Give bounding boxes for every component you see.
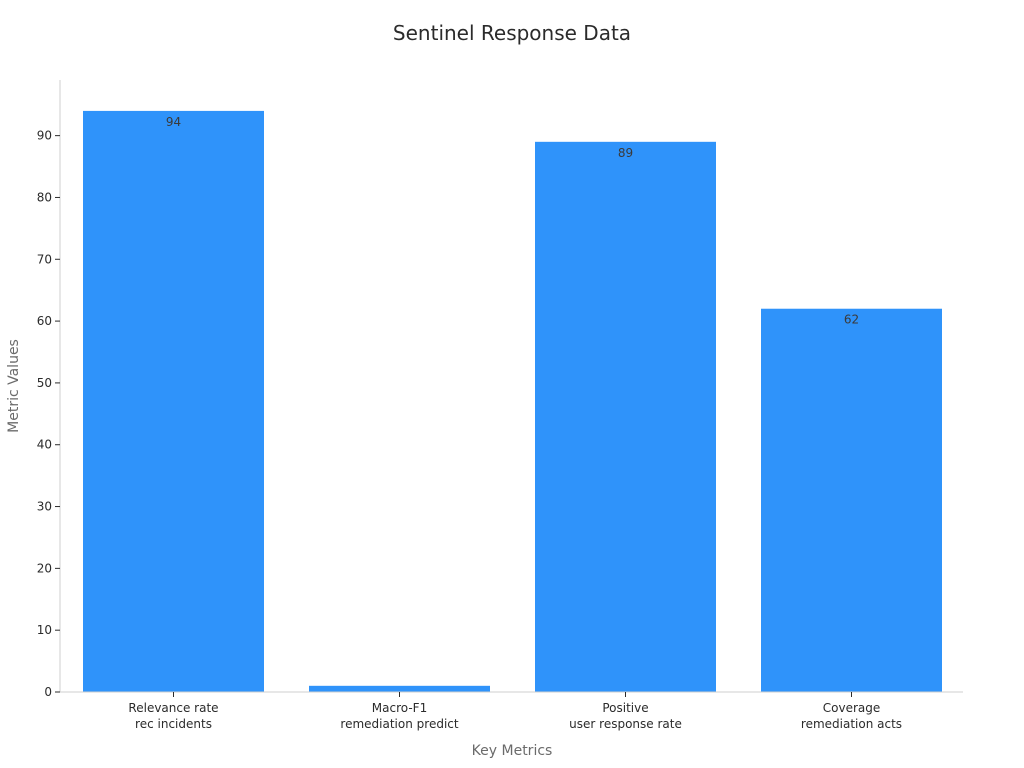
y-tick-label-40: 40 — [37, 438, 52, 452]
y-tick-label-70: 70 — [37, 252, 52, 266]
y-tick-label-50: 50 — [37, 376, 52, 390]
data-label-4: 62 — [844, 313, 859, 327]
y-tick-label-90: 90 — [37, 129, 52, 143]
data-label-1: 94 — [166, 115, 181, 129]
bar-3 — [535, 141, 716, 692]
x-labels-group: Relevance rate rec incidents Macro-F1 remed… — [128, 692, 902, 731]
data-label-3: 89 — [618, 146, 633, 160]
y-tick-label-0: 0 — [44, 685, 52, 699]
bars-group — [83, 110, 942, 693]
y-ticks-group: 0 10 20 30 40 50 60 70 80 90 — [37, 129, 60, 699]
y-tick-label-60: 60 — [37, 314, 52, 328]
chart-title: Sentinel Response Data — [393, 21, 631, 45]
bar-1 — [83, 110, 264, 693]
bar-2 — [309, 685, 490, 692]
bar-4 — [761, 308, 942, 692]
y-tick-label-80: 80 — [37, 190, 52, 204]
category-label-4: Coverage remediation acts — [801, 701, 902, 731]
category-label-1: Relevance rate rec incidents — [128, 701, 218, 731]
y-tick-label-10: 10 — [37, 623, 52, 637]
y-tick-label-20: 20 — [37, 561, 52, 575]
x-axis-title: Key Metrics — [472, 743, 553, 759]
category-label-2: Macro-F1 remediation predict — [340, 701, 458, 731]
y-tick-label-30: 30 — [37, 500, 52, 514]
data-labels-group: 94 89 62 — [166, 115, 859, 327]
category-label-3: Positive user response rate — [569, 701, 682, 731]
y-axis-title: Metric Values — [6, 339, 22, 433]
